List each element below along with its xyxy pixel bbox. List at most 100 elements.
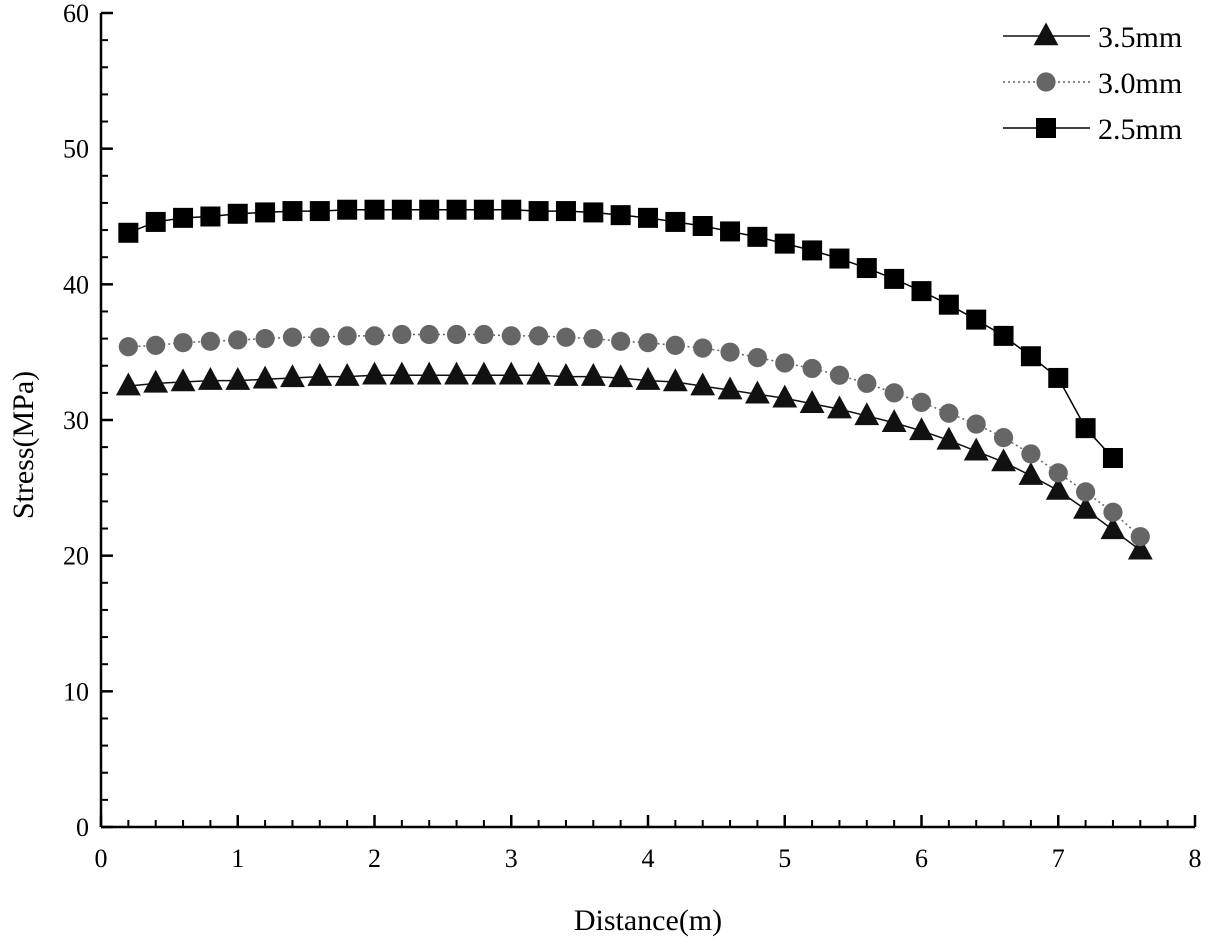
data-point-triangle bbox=[772, 384, 798, 408]
data-point-triangle bbox=[580, 362, 606, 386]
data-point-square bbox=[473, 199, 494, 220]
legend-item: 2.5mm bbox=[1003, 113, 1182, 146]
data-point-triangle bbox=[362, 361, 387, 385]
data-point-triangle bbox=[745, 380, 770, 404]
data-point-square bbox=[282, 201, 303, 222]
data-point-circle bbox=[802, 358, 822, 379]
data-point-square bbox=[802, 240, 823, 261]
data-point-circle bbox=[775, 353, 795, 373]
data-point-triangle bbox=[909, 417, 934, 441]
x-tick-label: 1 bbox=[231, 844, 244, 873]
data-point-triangle bbox=[526, 361, 551, 385]
data-point-square bbox=[583, 202, 604, 223]
x-tick-label: 3 bbox=[505, 844, 518, 873]
data-point-triangle bbox=[854, 402, 880, 426]
data-point-circle bbox=[993, 428, 1014, 448]
data-point-triangle bbox=[662, 368, 688, 392]
data-point-square bbox=[884, 268, 905, 289]
data-series bbox=[115, 199, 1153, 560]
data-point-triangle bbox=[307, 362, 333, 386]
data-point-square bbox=[1075, 418, 1096, 439]
data-point-triangle bbox=[143, 369, 169, 393]
data-point-circle bbox=[911, 392, 932, 412]
y-tick-label: 60 bbox=[63, 0, 89, 28]
data-point-triangle bbox=[334, 362, 360, 386]
y-tick-label: 50 bbox=[63, 135, 89, 164]
data-point-circle bbox=[829, 365, 850, 385]
y-tick-label: 0 bbox=[76, 813, 89, 842]
data-point-circle bbox=[173, 333, 193, 353]
axis-ticks: 0 1 2 3 4 5 6 7 8 0 10 20 30 40 50 60 bbox=[63, 0, 1202, 873]
data-point-square bbox=[364, 199, 385, 220]
data-point-square bbox=[419, 199, 440, 220]
data-point-square bbox=[173, 207, 194, 228]
data-point-triangle bbox=[198, 367, 223, 390]
legend-label: 3.5mm bbox=[1098, 21, 1182, 54]
data-point-circle bbox=[747, 347, 768, 368]
data-point-circle bbox=[529, 326, 549, 346]
data-point-triangle bbox=[416, 361, 442, 385]
data-point-square bbox=[938, 294, 959, 315]
y-tick-label: 40 bbox=[63, 270, 89, 299]
data-point-circle bbox=[1076, 482, 1096, 502]
x-tick-label: 8 bbox=[1189, 844, 1202, 873]
data-point-circle bbox=[857, 373, 877, 393]
data-point-circle bbox=[310, 327, 330, 347]
data-point-triangle bbox=[1100, 516, 1126, 540]
data-point-circle bbox=[1103, 502, 1123, 522]
data-point-square bbox=[1048, 367, 1069, 388]
data-point-square bbox=[638, 207, 658, 228]
data-point-circle bbox=[611, 331, 631, 351]
data-point-triangle bbox=[936, 426, 962, 450]
data-point-circle bbox=[337, 326, 357, 346]
data-point-square bbox=[1020, 346, 1041, 367]
series-line bbox=[128, 333, 1141, 538]
data-point-square bbox=[829, 248, 850, 269]
data-point-square bbox=[665, 211, 686, 232]
data-point-triangle bbox=[170, 368, 196, 392]
data-point-circle bbox=[638, 333, 658, 353]
data-point-square bbox=[610, 205, 631, 226]
legend-marker-triangle bbox=[1033, 22, 1059, 46]
x-tick-label: 6 bbox=[915, 844, 928, 873]
data-point-triangle bbox=[1018, 461, 1044, 485]
data-point-triangle bbox=[225, 367, 251, 390]
axes bbox=[99, 13, 1195, 829]
data-point-triangle bbox=[717, 376, 743, 400]
data-point-triangle bbox=[1073, 495, 1098, 519]
data-point-square bbox=[446, 199, 467, 220]
data-point-circle bbox=[419, 324, 439, 345]
data-point-square bbox=[966, 309, 987, 330]
x-tick-label: 4 bbox=[642, 844, 655, 873]
legend: 3.5mm 3.0mm 2.5mm bbox=[1003, 21, 1182, 146]
data-point-circle bbox=[1021, 444, 1041, 464]
data-point-circle bbox=[966, 414, 986, 434]
data-point-circle bbox=[693, 338, 713, 358]
data-point-circle bbox=[255, 329, 275, 349]
data-point-circle bbox=[1048, 463, 1068, 483]
data-point-square bbox=[720, 221, 741, 242]
data-point-circle bbox=[665, 335, 685, 355]
data-point-square bbox=[1102, 447, 1123, 468]
data-point-square bbox=[200, 206, 221, 227]
y-tick-label: 20 bbox=[63, 542, 89, 571]
data-point-square bbox=[309, 201, 330, 222]
data-point-triangle bbox=[608, 364, 634, 388]
legend-label: 2.5mm bbox=[1098, 113, 1182, 146]
legend-marker-circle bbox=[1036, 72, 1056, 92]
data-point-triangle bbox=[635, 367, 661, 390]
data-point-circle bbox=[939, 403, 959, 423]
data-point-triangle bbox=[389, 361, 415, 385]
x-axis-title: Distance(m) bbox=[574, 904, 722, 937]
data-point-square bbox=[856, 258, 877, 279]
data-point-circle bbox=[884, 383, 904, 403]
data-point-square bbox=[337, 199, 358, 220]
data-point-circle bbox=[501, 326, 521, 346]
data-point-triangle bbox=[252, 365, 278, 389]
data-point-triangle bbox=[799, 390, 825, 413]
legend-marker-square bbox=[1036, 118, 1056, 138]
data-point-square bbox=[227, 203, 248, 224]
data-point-square bbox=[692, 215, 713, 236]
